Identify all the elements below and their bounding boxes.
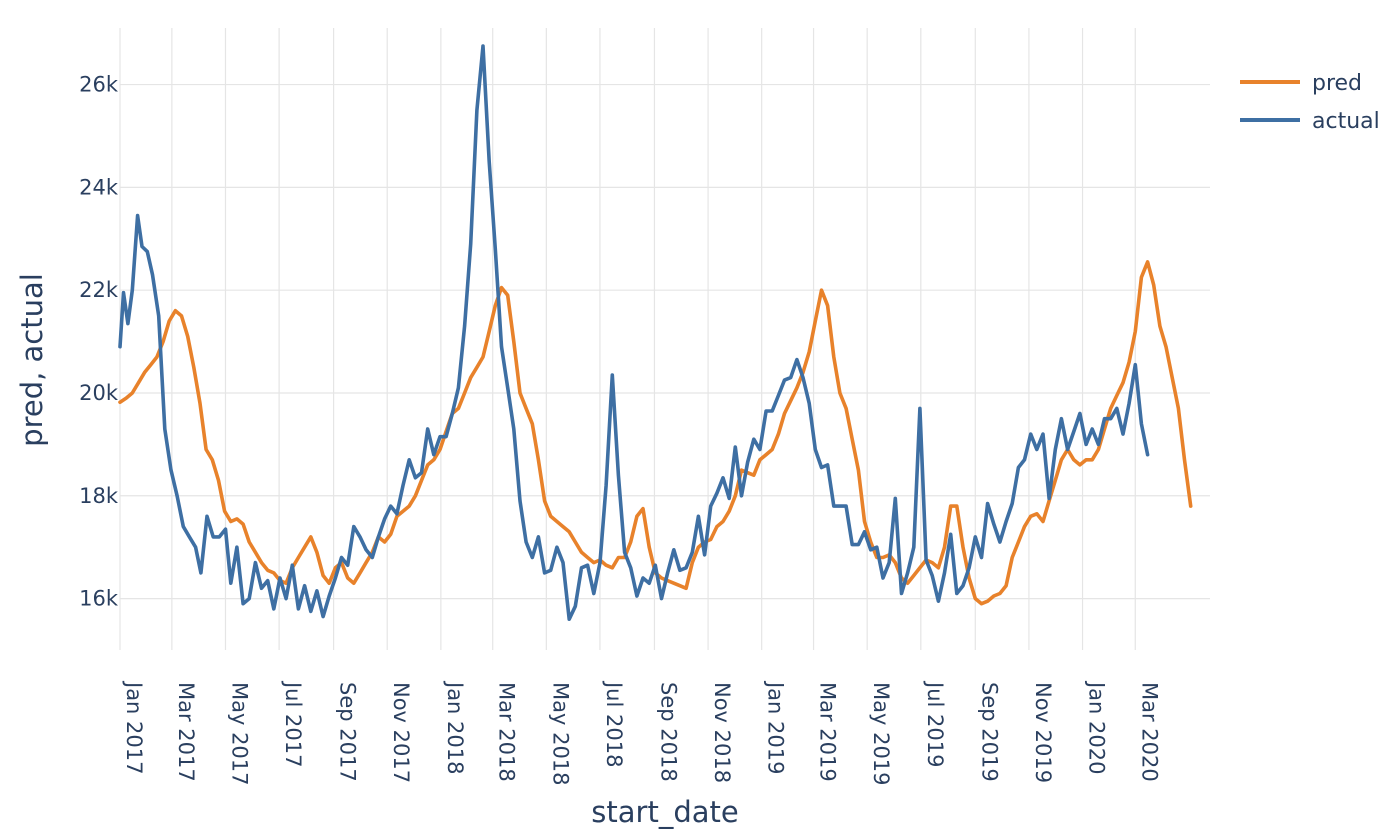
y-tick-label: 26k xyxy=(79,73,119,97)
x-tick-label: Jan 2017 xyxy=(122,680,146,775)
x-tick-label: Sep 2018 xyxy=(656,682,680,782)
legend-label-actual: actual xyxy=(1312,109,1380,134)
x-tick-label: May 2018 xyxy=(548,682,572,786)
legend-item-actual[interactable]: actual xyxy=(1240,109,1380,134)
y-axis: 16k 18k 20k 22k 24k 26k xyxy=(79,73,119,611)
plot-area xyxy=(118,44,1193,621)
x-tick-label: Mar 2020 xyxy=(1137,682,1161,782)
x-tick-label: Nov 2018 xyxy=(710,682,734,783)
x-tick-label: Sep 2019 xyxy=(977,682,1001,782)
x-tick-label: Nov 2019 xyxy=(1031,682,1055,783)
x-tick-label: Jul 2018 xyxy=(602,680,626,767)
x-tick-label: Jan 2019 xyxy=(764,680,788,775)
x-tick-label: May 2017 xyxy=(227,682,251,786)
x-tick-label: Jan 2018 xyxy=(443,680,467,775)
y-tick-label: 22k xyxy=(79,278,119,302)
y-tick-label: 16k xyxy=(79,587,119,611)
y-tick-label: 20k xyxy=(79,381,119,405)
x-tick-label: Mar 2019 xyxy=(816,682,840,782)
x-tick-label: Mar 2018 xyxy=(495,682,519,782)
x-tick-label: Jan 2020 xyxy=(1085,680,1109,775)
x-tick-label: Jul 2017 xyxy=(281,680,305,767)
x-tick-label: May 2019 xyxy=(869,682,893,786)
x-axis-title: start_date xyxy=(591,795,738,829)
x-axis: Jan 2017 Mar 2017 May 2017 Jul 2017 Sep 2017… xyxy=(122,680,1161,786)
x-tick-label: Jul 2019 xyxy=(923,680,947,767)
x-tick-label: Mar 2017 xyxy=(174,682,198,782)
x-tick-label: Nov 2017 xyxy=(389,682,413,783)
legend-label-pred: pred xyxy=(1312,71,1362,96)
y-tick-label: 24k xyxy=(79,175,119,199)
y-axis-title: pred, actual xyxy=(15,273,49,447)
series-line-actual xyxy=(118,44,1150,621)
legend[interactable]: pred actual xyxy=(1240,71,1380,134)
y-gridlines xyxy=(120,83,1210,600)
legend-item-pred[interactable]: pred xyxy=(1240,71,1362,96)
y-tick-label: 18k xyxy=(79,484,119,508)
x-tick-label: Sep 2017 xyxy=(336,682,360,782)
